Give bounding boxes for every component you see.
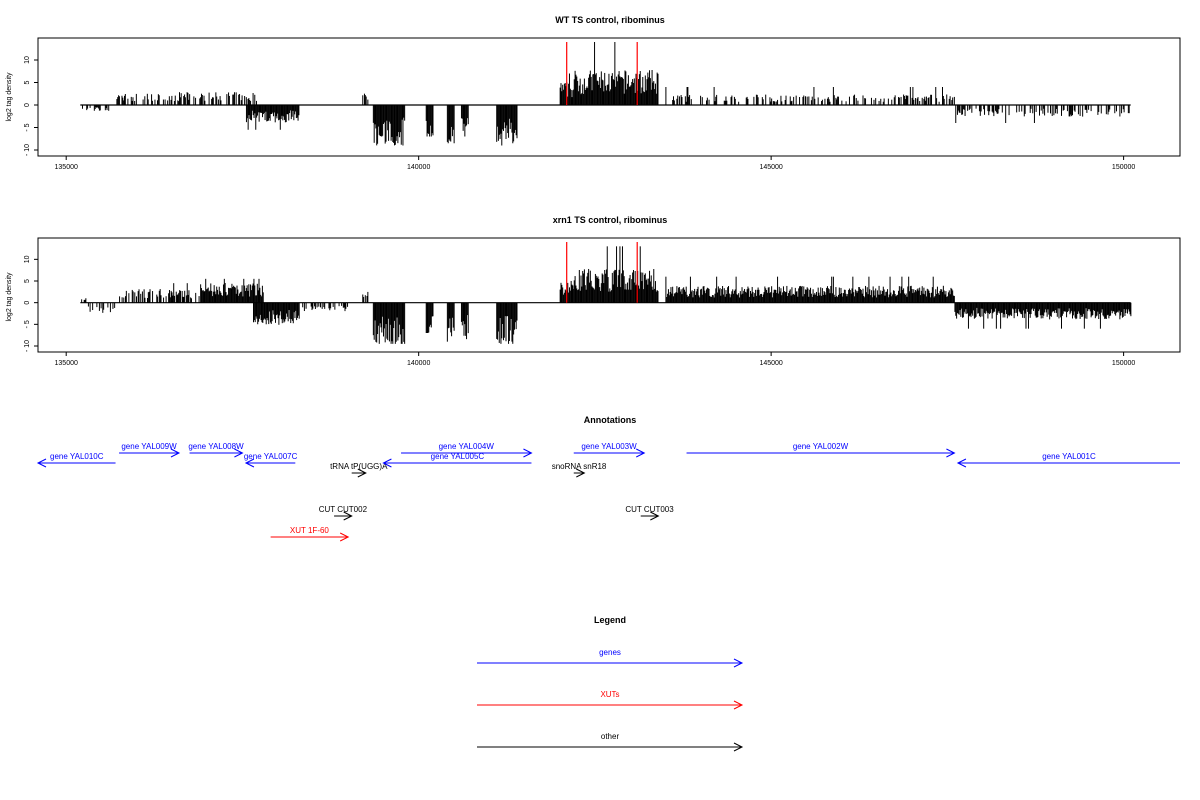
annotation-label: gene YAL008W [188, 442, 244, 451]
legend-label: genes [599, 648, 621, 657]
annotation-label: gene YAL005C [431, 452, 485, 461]
annotation-arrowhead [170, 448, 181, 458]
annotation-label: CUT CUT003 [625, 505, 674, 514]
legend-title: Legend [594, 615, 626, 625]
annotation-arrowhead [650, 511, 660, 521]
annotation-arrowhead [343, 511, 353, 521]
legend-arrowhead [733, 700, 744, 710]
legend-items: genes XUTs other [477, 648, 744, 752]
annotation-label: snoRNA snR18 [552, 462, 607, 471]
xrn1-y-tick-label: 0 [24, 301, 31, 305]
annotation-arrowhead [636, 448, 646, 458]
annotation-label: gene YAL003W [581, 442, 637, 451]
xrn1-x-tick-label: 140000 [407, 360, 430, 367]
annotation-label: gene YAL001C [1042, 452, 1096, 461]
wt-bar-layer [80, 42, 1131, 146]
annotation-label: gene YAL009W [121, 442, 177, 451]
xrn1-x-tick-label: 135000 [55, 360, 78, 367]
wt-x-tick-label: 140000 [407, 164, 430, 171]
wt-track-panel: WT TS control, ribominus log2 tag densit… [6, 15, 1181, 171]
wt-x-tick-label: 150000 [1112, 164, 1135, 171]
wt-y-tick-label: - 5 [24, 123, 31, 131]
wt-x-tick-label: 145000 [759, 164, 782, 171]
annotation-label: XUT 1F-60 [290, 526, 330, 535]
annotation-label: gene YAL004W [439, 442, 495, 451]
legend-panel: Legend genes XUTs other [477, 615, 744, 752]
wt-axis-layer: - 10 - 5 0 5 10 135000 140000 145000 150000 [24, 56, 1135, 171]
wt-y-tick-label: 10 [24, 56, 31, 64]
annotation-arrowhead [36, 458, 47, 468]
xrn1-plot-frame [37, 237, 1181, 353]
legend-label: XUTs [600, 690, 619, 699]
annotation-arrowhead [234, 448, 244, 458]
annotations-panel: Annotations gene YAL010C gene YAL009W gene… [36, 415, 1180, 542]
xrn1-y-tick-label: - 10 [24, 340, 31, 352]
annotation-arrowhead [244, 458, 255, 468]
xrn1-track-title: xrn1 TS control, ribominus [553, 215, 668, 225]
annotation-label: gene YAL002W [793, 442, 849, 451]
annotation-label: gene YAL007C [244, 452, 298, 461]
xrn1-y-tick-label: - 5 [24, 320, 31, 328]
legend-arrowhead [733, 658, 744, 668]
annotation-label: CUT CUT002 [319, 505, 368, 514]
xrn1-x-tick-label: 150000 [1112, 360, 1135, 367]
annotation-arrowhead [956, 458, 967, 468]
wt-plot-frame [37, 37, 1181, 157]
wt-y-axis-label: log2 tag density [6, 72, 13, 122]
legend-label: other [601, 732, 620, 741]
wt-y-tick-label: 5 [24, 80, 31, 84]
annotation-arrowhead [339, 532, 350, 542]
legend-arrowhead [733, 742, 744, 752]
annotation-arrowhead [523, 448, 533, 458]
xrn1-x-tick-label: 145000 [759, 360, 782, 367]
xrn1-track-panel: xrn1 TS control, ribominus log2 tag dens… [6, 215, 1181, 367]
wt-x-tick-label: 135000 [55, 164, 78, 171]
wt-y-tick-label: - 10 [24, 144, 31, 156]
annotation-arrowhead [357, 468, 367, 478]
annotations-title: Annotations [584, 415, 637, 425]
wt-y-tick-label: 0 [24, 103, 31, 107]
wt-track-title: WT TS control, ribominus [555, 15, 665, 25]
annotation-arrowhead [576, 468, 586, 478]
xrn1-y-tick-label: 10 [24, 255, 31, 263]
annotation-arrowhead [946, 448, 956, 458]
xrn1-bar-layer [80, 242, 1132, 344]
xrn1-y-tick-label: 5 [24, 279, 31, 283]
xrn1-axis-layer: - 10 - 5 0 5 10 135000 140000 145000 150000 [24, 255, 1135, 367]
xrn1-y-axis-label: log2 tag density [6, 272, 13, 322]
annotation-label: gene YAL010C [50, 452, 104, 461]
annotation-arrowhead [382, 458, 392, 468]
annotation-label: tRNA tP(UGG)A [330, 462, 388, 471]
